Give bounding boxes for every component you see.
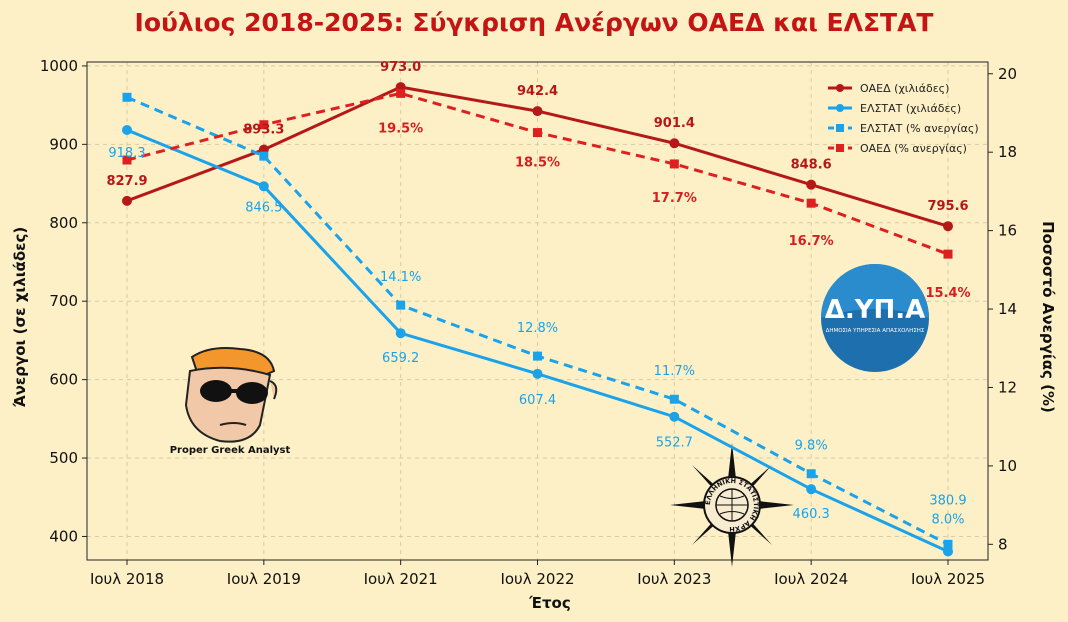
data-point: [532, 368, 543, 379]
x-axis-title: Έτος: [528, 594, 570, 612]
y-axis-title: Άνεργοι (σε χιλιάδες): [11, 227, 29, 408]
legend-label: ΕΛΣΤΑΤ (χιλιάδες): [860, 102, 961, 115]
y-tick-label: 900: [49, 135, 78, 153]
data-label: 16.7%: [789, 234, 834, 249]
data-label: 8.0%: [931, 512, 964, 527]
y2-tick-label: 10: [998, 457, 1017, 475]
data-point: [258, 181, 269, 192]
y-tick-label: 600: [49, 371, 78, 389]
data-point: [122, 155, 132, 165]
y-tick-label: 700: [49, 292, 78, 310]
x-tick-label: Ιουλ 2025: [911, 570, 985, 588]
x-tick-label: Ιουλ 2018: [90, 570, 164, 588]
data-label: 11.7%: [654, 364, 695, 379]
y2-axis-title: Ποσοστό Ανεργίας (%): [1039, 221, 1057, 413]
data-label: 18.5%: [515, 156, 560, 171]
data-label: 9.8%: [795, 439, 828, 454]
data-point: [122, 124, 132, 135]
data-point: [806, 198, 816, 208]
y2-tick-label: 12: [998, 378, 1017, 396]
legend-label: ΟΑΕΔ (χιλιάδες): [860, 82, 949, 95]
data-point: [943, 539, 953, 549]
x-tick-label: Ιουλ 2021: [364, 570, 438, 588]
y2-tick-label: 18: [998, 143, 1017, 161]
data-labels: 827.9 893.3 973.0 942.4 901.4 848.6 795.6 918.3…: [106, 60, 970, 527]
data-label: 827.9: [106, 174, 147, 189]
data-point: [806, 484, 817, 495]
data-point: [396, 300, 406, 310]
legend-marker: [836, 144, 844, 152]
chart-title: Ιούλιος 2018-2025: Σύγκριση Ανέργων ΟΑΕΔ…: [135, 8, 934, 37]
y-tick-label: 1000: [40, 57, 78, 75]
dypa-name: Δ.ΥΠ.Α: [825, 295, 926, 325]
data-point: [943, 546, 953, 557]
data-point: [396, 88, 406, 98]
data-label: 893.3: [243, 123, 284, 138]
data-label: 460.3: [793, 507, 830, 522]
data-point: [122, 92, 132, 102]
data-label: 15.4%: [925, 286, 970, 301]
data-label: 19.5%: [378, 121, 423, 136]
chart-series: [122, 82, 953, 557]
data-label: 918.3: [108, 146, 145, 161]
x-tick-label: Ιουλ 2022: [500, 570, 574, 588]
data-point: [943, 249, 953, 259]
data-label: 607.4: [519, 393, 556, 408]
analyst-caption: Proper Greek Analyst: [170, 445, 291, 456]
legend-marker: [836, 104, 844, 112]
legend-label: ΟΑΕΔ (% ανεργίας): [860, 142, 967, 155]
x-tick-label: Ιουλ 2023: [637, 570, 711, 588]
data-label: 795.6: [927, 199, 968, 214]
dypa-subtitle: ΔΗΜΟΣΙΑ ΥΠΗΡΕΣΙΑ ΑΠΑΣΧΟΛΗΣΗΣ: [826, 328, 925, 334]
y2-tick-label: 14: [998, 300, 1017, 318]
data-point: [532, 106, 543, 117]
y-tick-label: 500: [49, 449, 78, 467]
data-label: 901.4: [654, 116, 695, 131]
data-label: 848.6: [791, 158, 832, 173]
data-point: [806, 179, 817, 190]
x-tick-label: Ιουλ 2019: [227, 570, 301, 588]
data-label: 659.2: [382, 351, 419, 366]
proper-greek-analyst-logo: Proper Greek Analyst: [170, 347, 291, 456]
data-point: [943, 221, 953, 232]
data-label: 942.4: [517, 84, 558, 99]
y2-tick-label: 20: [998, 65, 1017, 83]
y2-tick-label: 8: [998, 535, 1008, 553]
data-point: [669, 411, 680, 422]
data-point: [669, 394, 679, 404]
data-label: 846.5: [245, 200, 282, 215]
elstat-logo: ΕΛΛΗΝΙΚΗ ΣΤΑΤΙΣΤΙΚΗ ΑΡΧΗ: [670, 443, 794, 567]
y2-tick-label: 16: [998, 222, 1017, 240]
data-point: [669, 138, 680, 149]
x-tick-label: Ιουλ 2024: [774, 570, 848, 588]
data-point: [395, 328, 406, 339]
dypa-logo: Δ.ΥΠ.Α ΔΗΜΟΣΙΑ ΥΠΗΡΕΣΙΑ ΑΠΑΣΧΟΛΗΣΗΣ: [821, 264, 929, 372]
data-label: 12.8%: [517, 321, 558, 336]
axis-ticks: 400 500 600 700 800 900 1000 8 10 12 14 16 18 20 Ιουλ …: [40, 57, 1017, 588]
y-tick-label: 800: [49, 214, 78, 232]
data-point: [533, 128, 542, 138]
legend-label: ΕΛΣΤΑΤ (% ανεργίας): [860, 122, 979, 135]
data-point: [122, 195, 132, 206]
data-label: 17.7%: [652, 191, 697, 206]
data-label: 380.9: [929, 493, 966, 508]
y-tick-label: 400: [49, 527, 78, 545]
data-point: [259, 151, 269, 161]
data-label: 552.7: [656, 436, 693, 451]
data-point: [533, 351, 542, 361]
data-label: 14.1%: [380, 270, 421, 285]
data-point: [669, 159, 679, 169]
legend: ΟΑΕΔ (χιλιάδες) ΕΛΣΤΑΤ (χιλιάδες) ΕΛΣΤΑΤ (…: [828, 82, 979, 155]
data-label: 973.0: [380, 60, 421, 75]
legend-marker: [836, 124, 844, 132]
data-point: [806, 469, 816, 479]
legend-marker: [836, 84, 844, 92]
data-point: [259, 120, 269, 130]
